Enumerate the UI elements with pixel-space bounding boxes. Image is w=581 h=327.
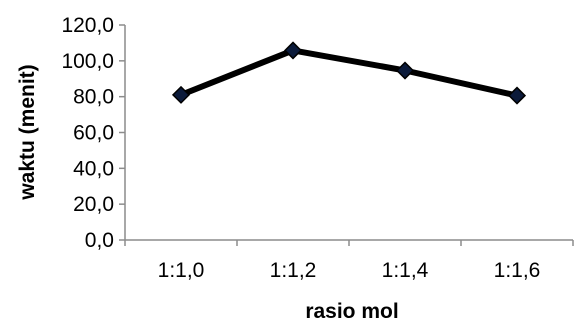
- x-tick-label: 1:1,4: [382, 259, 429, 282]
- x-tick-label: 1:1,2: [270, 259, 317, 282]
- y-axis-title: waktu (menit): [16, 64, 39, 200]
- x-axis-title: rasio mol: [305, 300, 398, 323]
- data-point-marker: [395, 61, 415, 80]
- series-layer: [171, 41, 527, 105]
- data-point-marker: [507, 86, 527, 105]
- y-tick-label: 60,0: [73, 122, 114, 145]
- axes: [124, 25, 573, 241]
- y-tick-label: 0,0: [85, 229, 114, 252]
- y-tick-label: 100,0: [61, 50, 114, 73]
- data-point-marker: [283, 41, 303, 60]
- x-tick-label: 1:1,0: [158, 259, 205, 282]
- x-tick-label: 1:1,6: [494, 259, 541, 282]
- x-ticks: 1:1,0 1:1,2 1:1,4 1:1,6: [124, 240, 574, 282]
- data-point-marker: [171, 85, 191, 104]
- y-tick-label: 40,0: [73, 157, 114, 180]
- y-tick-label: 120,0: [61, 14, 114, 37]
- y-tick-label: 20,0: [73, 193, 114, 216]
- series-line: [179, 47, 518, 99]
- y-tick-label: 80,0: [73, 86, 114, 109]
- y-ticks: 0,0 20,0 40,0 60,0 80,0 100,0 120,0: [61, 14, 125, 252]
